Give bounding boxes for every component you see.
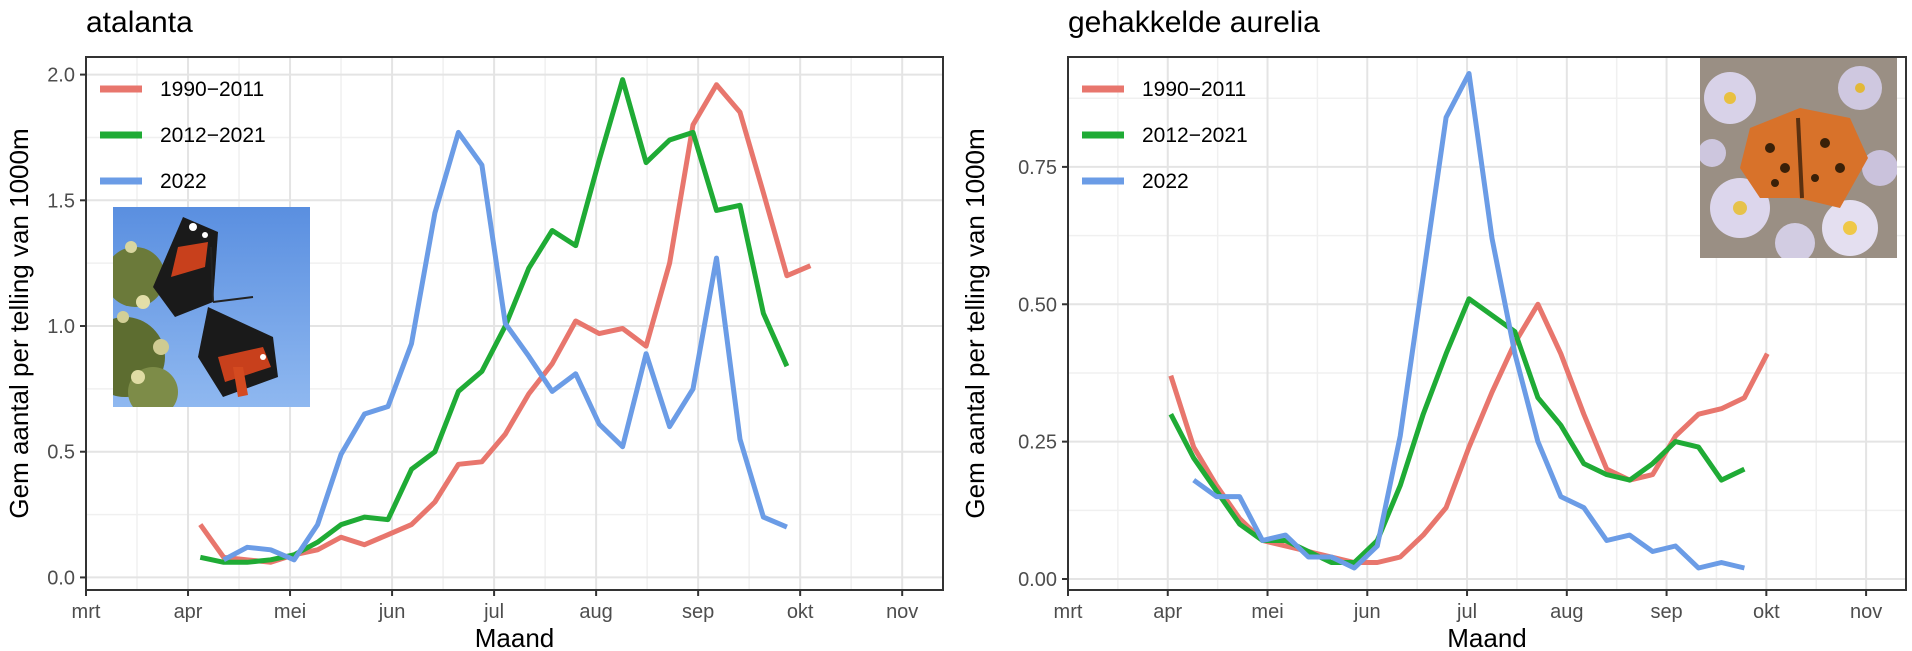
y-tick-label: 0.00 bbox=[1018, 569, 1057, 591]
y-tick-label: 2.0 bbox=[47, 65, 75, 87]
x-tick-label: jun bbox=[378, 601, 406, 623]
x-tick-label: apr bbox=[174, 601, 203, 623]
x-tick-label: mrt bbox=[72, 601, 101, 623]
x-tick-label: apr bbox=[1153, 601, 1182, 623]
y-tick-label: 1.0 bbox=[47, 316, 75, 338]
legend-label: 1990−2011 bbox=[1142, 78, 1246, 101]
y-tick-label: 1.5 bbox=[47, 190, 75, 212]
plot-border bbox=[1067, 56, 1907, 591]
x-tick-label: jul bbox=[483, 601, 504, 623]
legend: 1990−2011 2012−2021 2022 bbox=[1082, 78, 1248, 193]
x-tick-label: okt bbox=[787, 601, 814, 623]
chart-panel-gehakkelde-aurelia: gehakkelde aurelia mrt apr mei jun jul aug sep… bbox=[956, 0, 1912, 651]
y-tick-label: 0.50 bbox=[1018, 294, 1057, 316]
y-tick-label: 0.75 bbox=[1018, 157, 1057, 179]
chart-svg-atalanta: mrt apr mei jun jul aug sep okt nov 0.0 0.5 1.0 1.5 2… bbox=[4, 56, 944, 651]
x-axis-label: Maand bbox=[1447, 623, 1527, 651]
legend-label: 2012−2021 bbox=[1142, 124, 1248, 147]
legend-label: 1990−2011 bbox=[160, 78, 264, 101]
x-tick-label: mei bbox=[1251, 601, 1283, 623]
x-tick-label: aug bbox=[1550, 601, 1583, 623]
x-tick-label: jul bbox=[1456, 601, 1477, 623]
series-line bbox=[222, 129, 788, 563]
x-tick-label: nov bbox=[886, 601, 918, 623]
legend: 1990−2011 2012−2021 2022 bbox=[100, 78, 266, 193]
x-axis-label: Maand bbox=[475, 623, 555, 651]
y-tick-label: 0.0 bbox=[47, 567, 75, 589]
legend-label: 2012−2021 bbox=[160, 124, 266, 147]
y-tick-label: 0.25 bbox=[1018, 432, 1057, 454]
x-tick-label: aug bbox=[579, 601, 612, 623]
chart-title: gehakkelde aurelia bbox=[1068, 6, 1320, 39]
plot-border bbox=[85, 56, 944, 591]
x-tick-label: mrt bbox=[1054, 601, 1083, 623]
x-tick-label: sep bbox=[682, 601, 714, 623]
y-axis-label: Gem aantal per telling van 1000m bbox=[4, 128, 34, 518]
x-tick-label: okt bbox=[1753, 601, 1780, 623]
x-tick-label: nov bbox=[1850, 601, 1882, 623]
red-admiral-butterfly-photo bbox=[113, 207, 310, 407]
chart-title: atalanta bbox=[86, 6, 193, 39]
series-line bbox=[1192, 71, 1745, 571]
chart-panel-atalanta: atalanta mrt apr mei jun jul aug sep okt nov 0.0 0… bbox=[4, 6, 944, 651]
comma-butterfly-photo bbox=[1700, 58, 1897, 258]
x-tick-label: sep bbox=[1650, 601, 1682, 623]
x-tick-label: mei bbox=[274, 601, 306, 623]
y-tick-label: 0.5 bbox=[47, 442, 75, 464]
legend-label: 2022 bbox=[160, 170, 207, 193]
y-axis-label: Gem aantal per telling van 1000m bbox=[960, 128, 990, 518]
legend-label: 2022 bbox=[1142, 170, 1189, 193]
x-tick-label: jun bbox=[1353, 601, 1381, 623]
